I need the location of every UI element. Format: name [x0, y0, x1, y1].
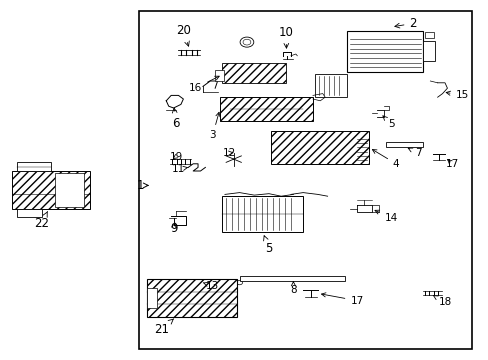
Bar	[17, 209, 41, 217]
Text: 10: 10	[278, 26, 293, 48]
Text: 5: 5	[263, 236, 272, 255]
Bar	[55, 173, 84, 207]
Bar	[425, 32, 433, 38]
Text: 8: 8	[289, 282, 296, 295]
Text: 4: 4	[371, 149, 399, 169]
Text: 17: 17	[445, 159, 458, 169]
Bar	[271, 131, 368, 164]
Text: 7: 7	[407, 148, 421, 158]
Bar	[222, 63, 285, 83]
Bar	[315, 74, 346, 97]
Bar	[220, 97, 312, 121]
Text: 5: 5	[382, 116, 394, 129]
Text: 12: 12	[223, 148, 236, 158]
Bar	[139, 11, 471, 349]
Bar	[12, 171, 90, 209]
Text: 17: 17	[321, 293, 363, 306]
Bar	[239, 276, 344, 281]
Text: 16: 16	[188, 76, 219, 93]
Text: 2: 2	[394, 17, 416, 30]
Bar	[215, 70, 224, 81]
Text: 9: 9	[169, 222, 177, 235]
Bar	[17, 162, 51, 171]
Text: 6: 6	[172, 108, 180, 130]
Bar	[386, 142, 422, 147]
Text: 20: 20	[176, 24, 190, 46]
Text: 18: 18	[432, 296, 451, 307]
Text: 1: 1	[137, 179, 148, 192]
Bar	[422, 41, 434, 61]
Bar	[185, 281, 234, 284]
Text: 3: 3	[209, 112, 220, 140]
Text: 15: 15	[445, 90, 468, 100]
Text: 11: 11	[171, 164, 187, 174]
Text: 21: 21	[154, 319, 173, 336]
Bar	[146, 288, 157, 308]
Bar	[346, 31, 422, 72]
Text: 19: 19	[169, 152, 183, 162]
Text: 13: 13	[203, 281, 219, 291]
Text: 14: 14	[374, 210, 397, 223]
Bar	[222, 196, 303, 232]
Bar	[146, 279, 237, 317]
Text: 22: 22	[34, 211, 49, 230]
